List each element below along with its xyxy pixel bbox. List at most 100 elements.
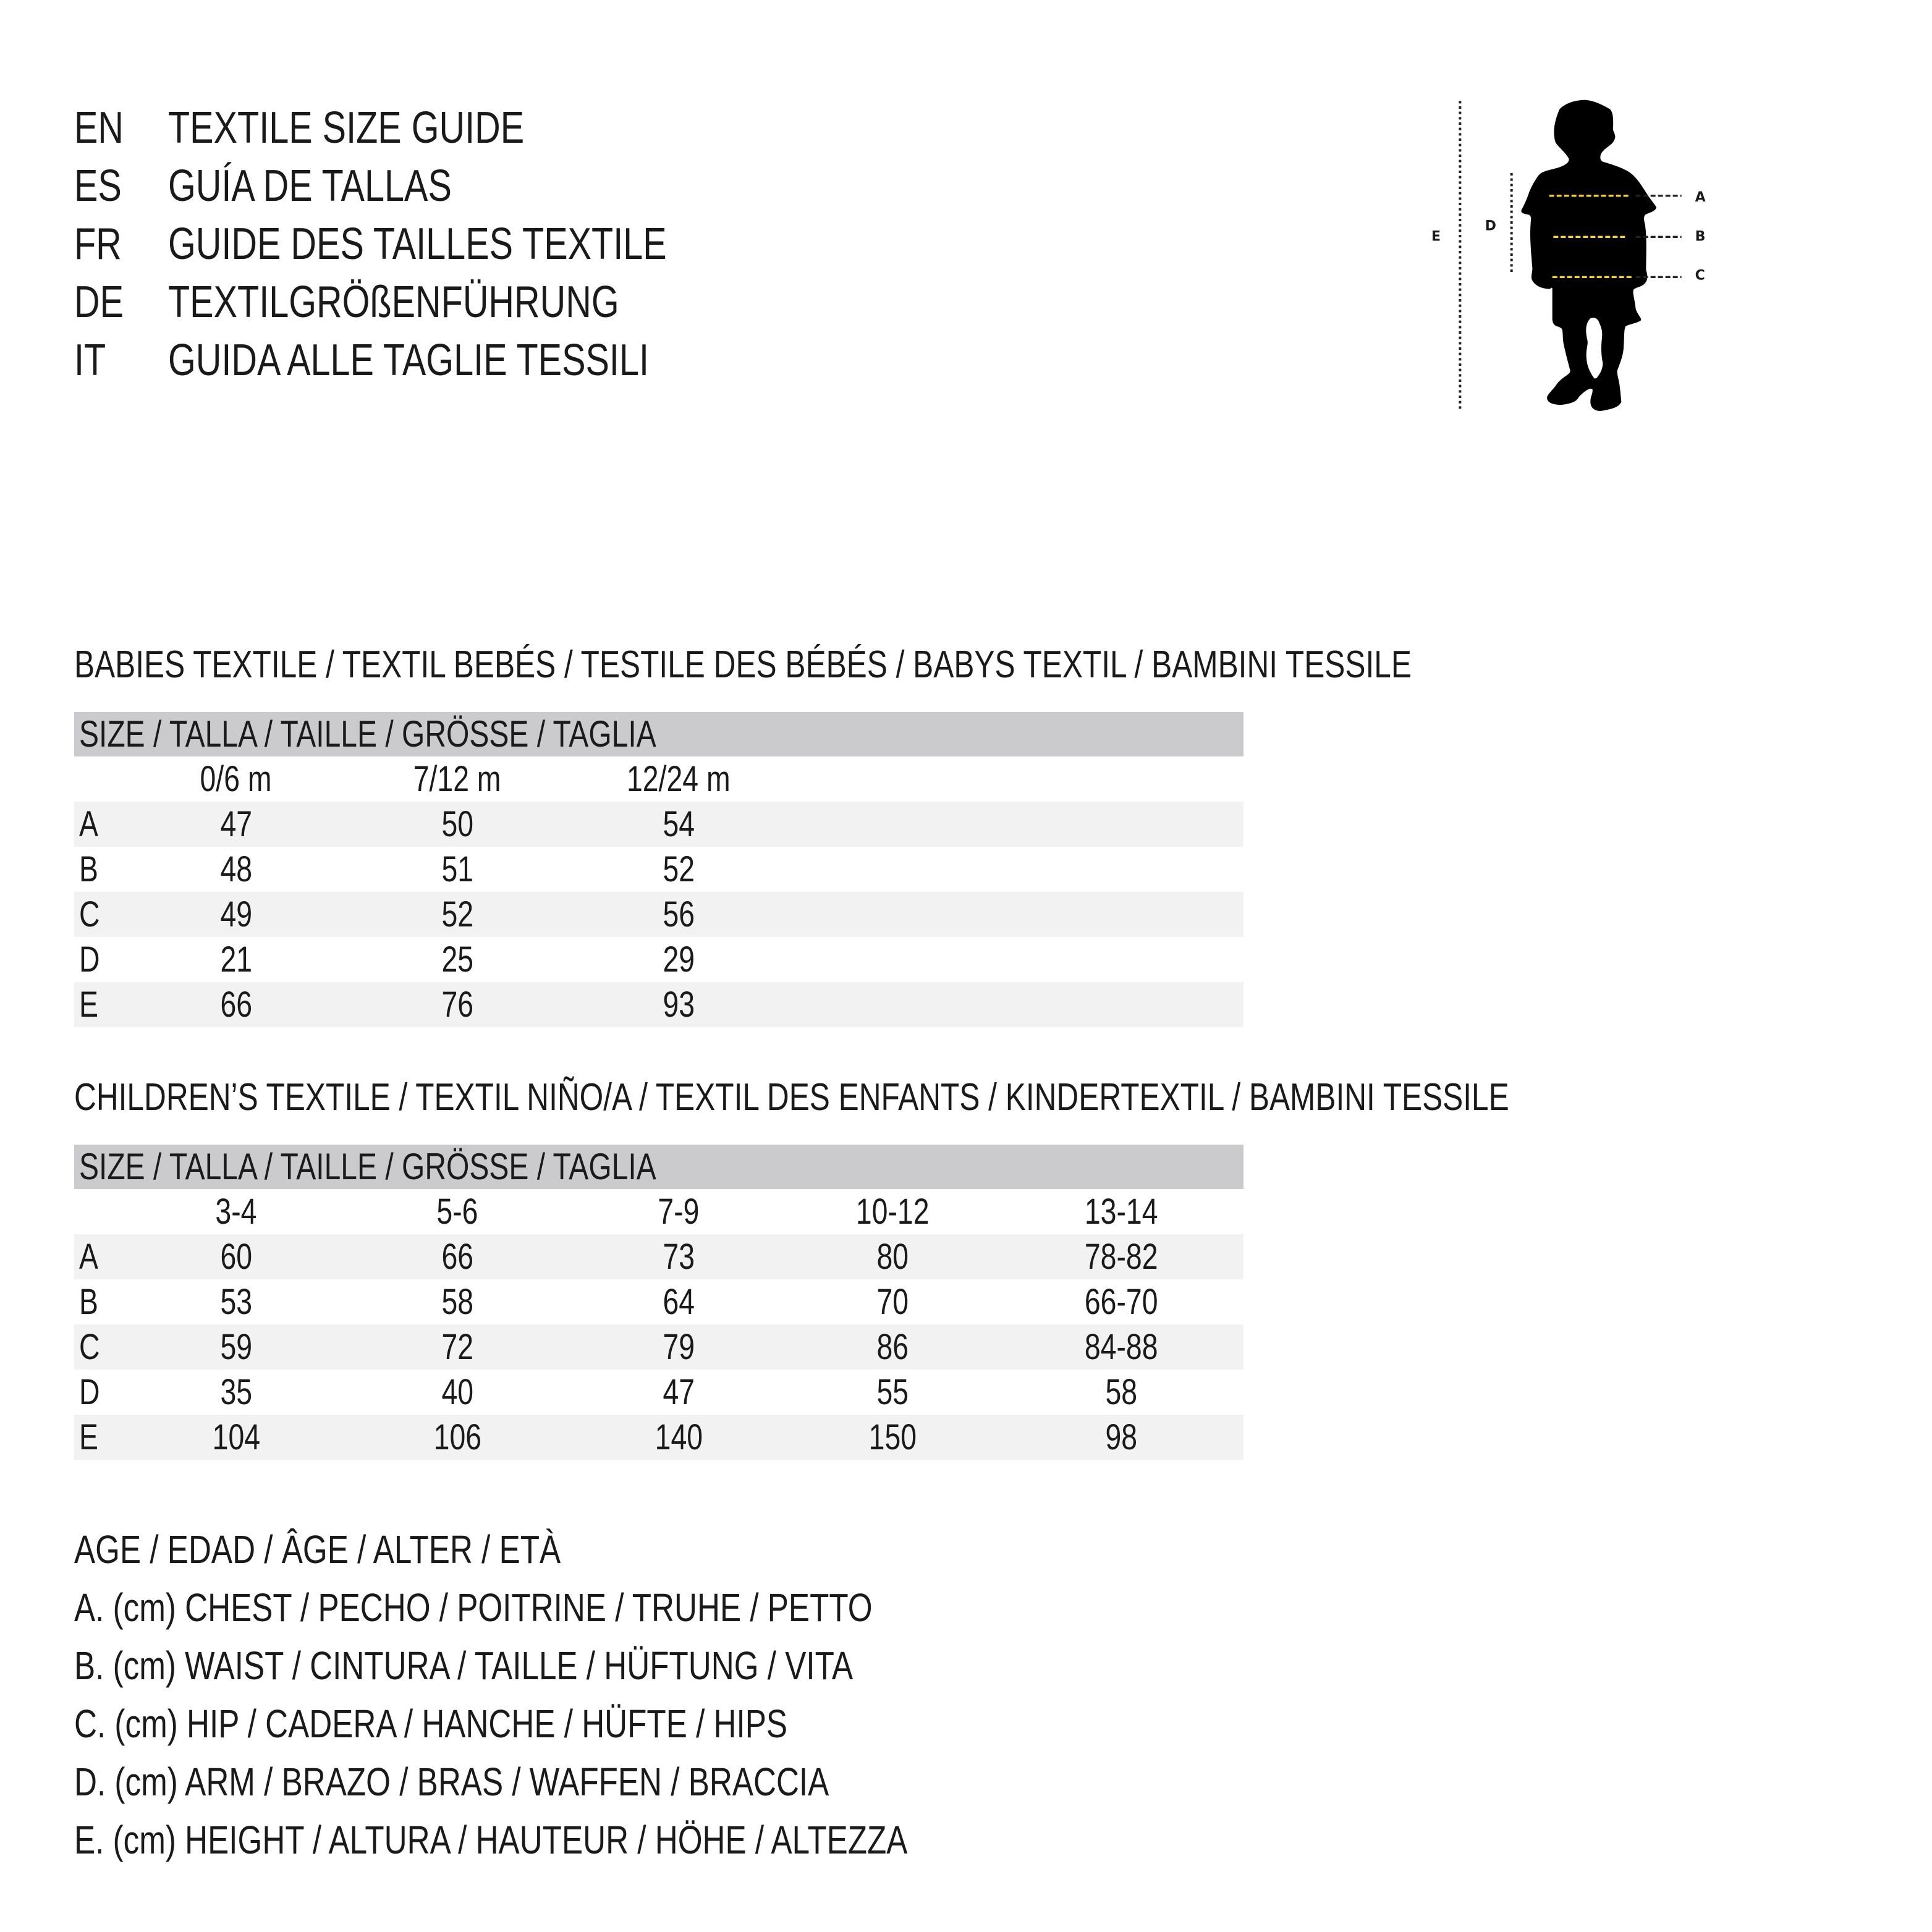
legend-text: A. (cm) CHEST / PECHO / POITRINE / TRUHE… (74, 1585, 873, 1630)
table-cell: 78-82 (1028, 1234, 1214, 1279)
legend-line: C. (cm) HIP / CADERA / HANCHE / HÜFTE / … (74, 1695, 1116, 1753)
cell-value: 58 (1105, 1372, 1137, 1412)
legend-text: B. (cm) WAIST / CINTURA / TAILLE / HÜFTU… (74, 1643, 854, 1688)
table-cell: 40 (365, 1370, 550, 1415)
row-label-text: D (79, 1372, 100, 1412)
table-cell: 84-88 (1028, 1324, 1214, 1370)
title-text: GUIDA ALLE TAGLIE TESSILI (168, 336, 649, 385)
cell-value: 49 (220, 894, 252, 934)
table-row: D 35 40 47 55 58 (74, 1370, 1244, 1415)
cell-value: 52 (441, 894, 473, 934)
table-cell: 29 (586, 937, 771, 982)
table-cell: 66 (143, 982, 329, 1027)
column-header-text: 3-4 (215, 1192, 257, 1232)
measurement-legend: AGE / EDAD / ÂGE / ALTER / ETÀ A. (cm) CH… (74, 1520, 1116, 1869)
cell-value: 104 (212, 1417, 260, 1457)
cell-value: 140 (655, 1417, 703, 1457)
language-code: EN (74, 103, 124, 153)
table-cell: 58 (1028, 1370, 1214, 1415)
table-cell: 140 (586, 1415, 771, 1460)
table-cell: 86 (800, 1324, 985, 1370)
cell-value: 54 (663, 804, 695, 844)
children-heading: CHILDREN’S TEXTILE / TEXTIL NIÑO/A / TEX… (74, 1076, 1868, 1119)
table-cell: 48 (143, 847, 329, 892)
label-d: D (1485, 219, 1496, 234)
column-header: 7/12 m (365, 756, 550, 802)
column-header-text: 7-9 (658, 1192, 700, 1232)
cell-value: 56 (663, 894, 695, 934)
size-header-label: SIZE / TALLA / TAILLE / GRÖSSE / TAGLIA (79, 1146, 656, 1187)
table-cell: 58 (365, 1279, 550, 1324)
column-header-text: 10-12 (855, 1192, 930, 1232)
cell-value: 76 (441, 985, 473, 1025)
cell-value: 47 (663, 1372, 695, 1412)
column-header-text: 0/6 m (200, 759, 273, 799)
cell-value: 78-82 (1084, 1237, 1158, 1277)
column-header: 10-12 (800, 1189, 985, 1234)
row-label: D (79, 937, 105, 982)
table-row: A 60 66 73 80 78-82 (74, 1234, 1244, 1279)
cell-value: 55 (876, 1372, 909, 1412)
column-header-row: 3-4 5-6 7-9 10-12 13-14 (74, 1189, 1244, 1234)
row-label-text: C (79, 1327, 100, 1367)
cell-value: 106 (433, 1417, 481, 1457)
children-size-table: SIZE / TALLA / TAILLE / GRÖSSE / TAGLIA 3… (74, 1145, 1244, 1460)
cell-value: 86 (876, 1327, 909, 1367)
row-label: B (79, 847, 103, 892)
row-label: B (79, 1279, 103, 1324)
table-row: A 47 50 54 (74, 802, 1244, 847)
row-label-text: A (79, 1237, 98, 1277)
table-cell: 72 (365, 1324, 550, 1370)
title-text: TEXTILGRÖßENFÜHRUNG (168, 278, 619, 327)
legend-text: E. (cm) HEIGHT / ALTURA / HAUTEUR / HÖHE… (74, 1818, 908, 1862)
table-cell: 93 (586, 982, 771, 1027)
cell-value: 66 (220, 985, 252, 1025)
cell-value: 25 (441, 939, 473, 980)
table-cell: 66-70 (1028, 1279, 1214, 1324)
table-row: C 49 52 56 (74, 892, 1244, 937)
column-header: 13-14 (1028, 1189, 1214, 1234)
table-row: E 104 106 140 150 98 (74, 1415, 1244, 1460)
table-cell: 35 (143, 1370, 329, 1415)
table-cell: 66 (365, 1234, 550, 1279)
table-cell: 98 (1028, 1415, 1214, 1460)
cell-value: 70 (876, 1282, 909, 1322)
cell-value: 52 (663, 849, 695, 889)
table-cell: 56 (586, 892, 771, 937)
table-cell: 54 (586, 802, 771, 847)
cell-value: 79 (663, 1327, 695, 1367)
title-text: GUÍA DE TALLAS (168, 161, 452, 211)
language-code: ES (74, 161, 122, 211)
row-label-text: B (79, 1282, 98, 1322)
column-header-text: 5-6 (436, 1192, 478, 1232)
table-cell: 52 (586, 847, 771, 892)
legend-line: A. (cm) CHEST / PECHO / POITRINE / TRUHE… (74, 1578, 1116, 1637)
table-cell: 51 (365, 847, 550, 892)
column-header-text: 12/24 m (627, 759, 731, 799)
label-a: A (1695, 190, 1706, 205)
cell-value: 58 (441, 1282, 473, 1322)
table-cell: 80 (800, 1234, 985, 1279)
table-cell: 150 (800, 1415, 985, 1460)
column-header: 3-4 (143, 1189, 329, 1234)
table-cell: 50 (365, 802, 550, 847)
cell-value: 59 (220, 1327, 252, 1367)
table-row: C 59 72 79 86 84-88 (74, 1324, 1244, 1370)
row-label-text: E (79, 985, 98, 1025)
cell-value: 21 (220, 939, 252, 980)
table-cell: 70 (800, 1279, 985, 1324)
cell-value: 60 (220, 1237, 252, 1277)
table-cell: 47 (586, 1370, 771, 1415)
cell-value: 80 (876, 1237, 909, 1277)
cell-value: 51 (441, 849, 473, 889)
column-header-text: 13-14 (1084, 1192, 1158, 1232)
column-header: 7-9 (586, 1189, 771, 1234)
row-label: C (79, 892, 105, 937)
table-cell: 106 (365, 1415, 550, 1460)
cell-value: 64 (663, 1282, 695, 1322)
cell-value: 53 (220, 1282, 252, 1322)
cell-value: 84-88 (1084, 1327, 1158, 1367)
legend-line: D. (cm) ARM / BRAZO / BRAS / WAFFEN / BR… (74, 1753, 1116, 1811)
row-label-text: A (79, 804, 98, 844)
babies-heading: BABIES TEXTILE / TEXTIL BEBÉS / TESTILE … (74, 643, 1746, 687)
